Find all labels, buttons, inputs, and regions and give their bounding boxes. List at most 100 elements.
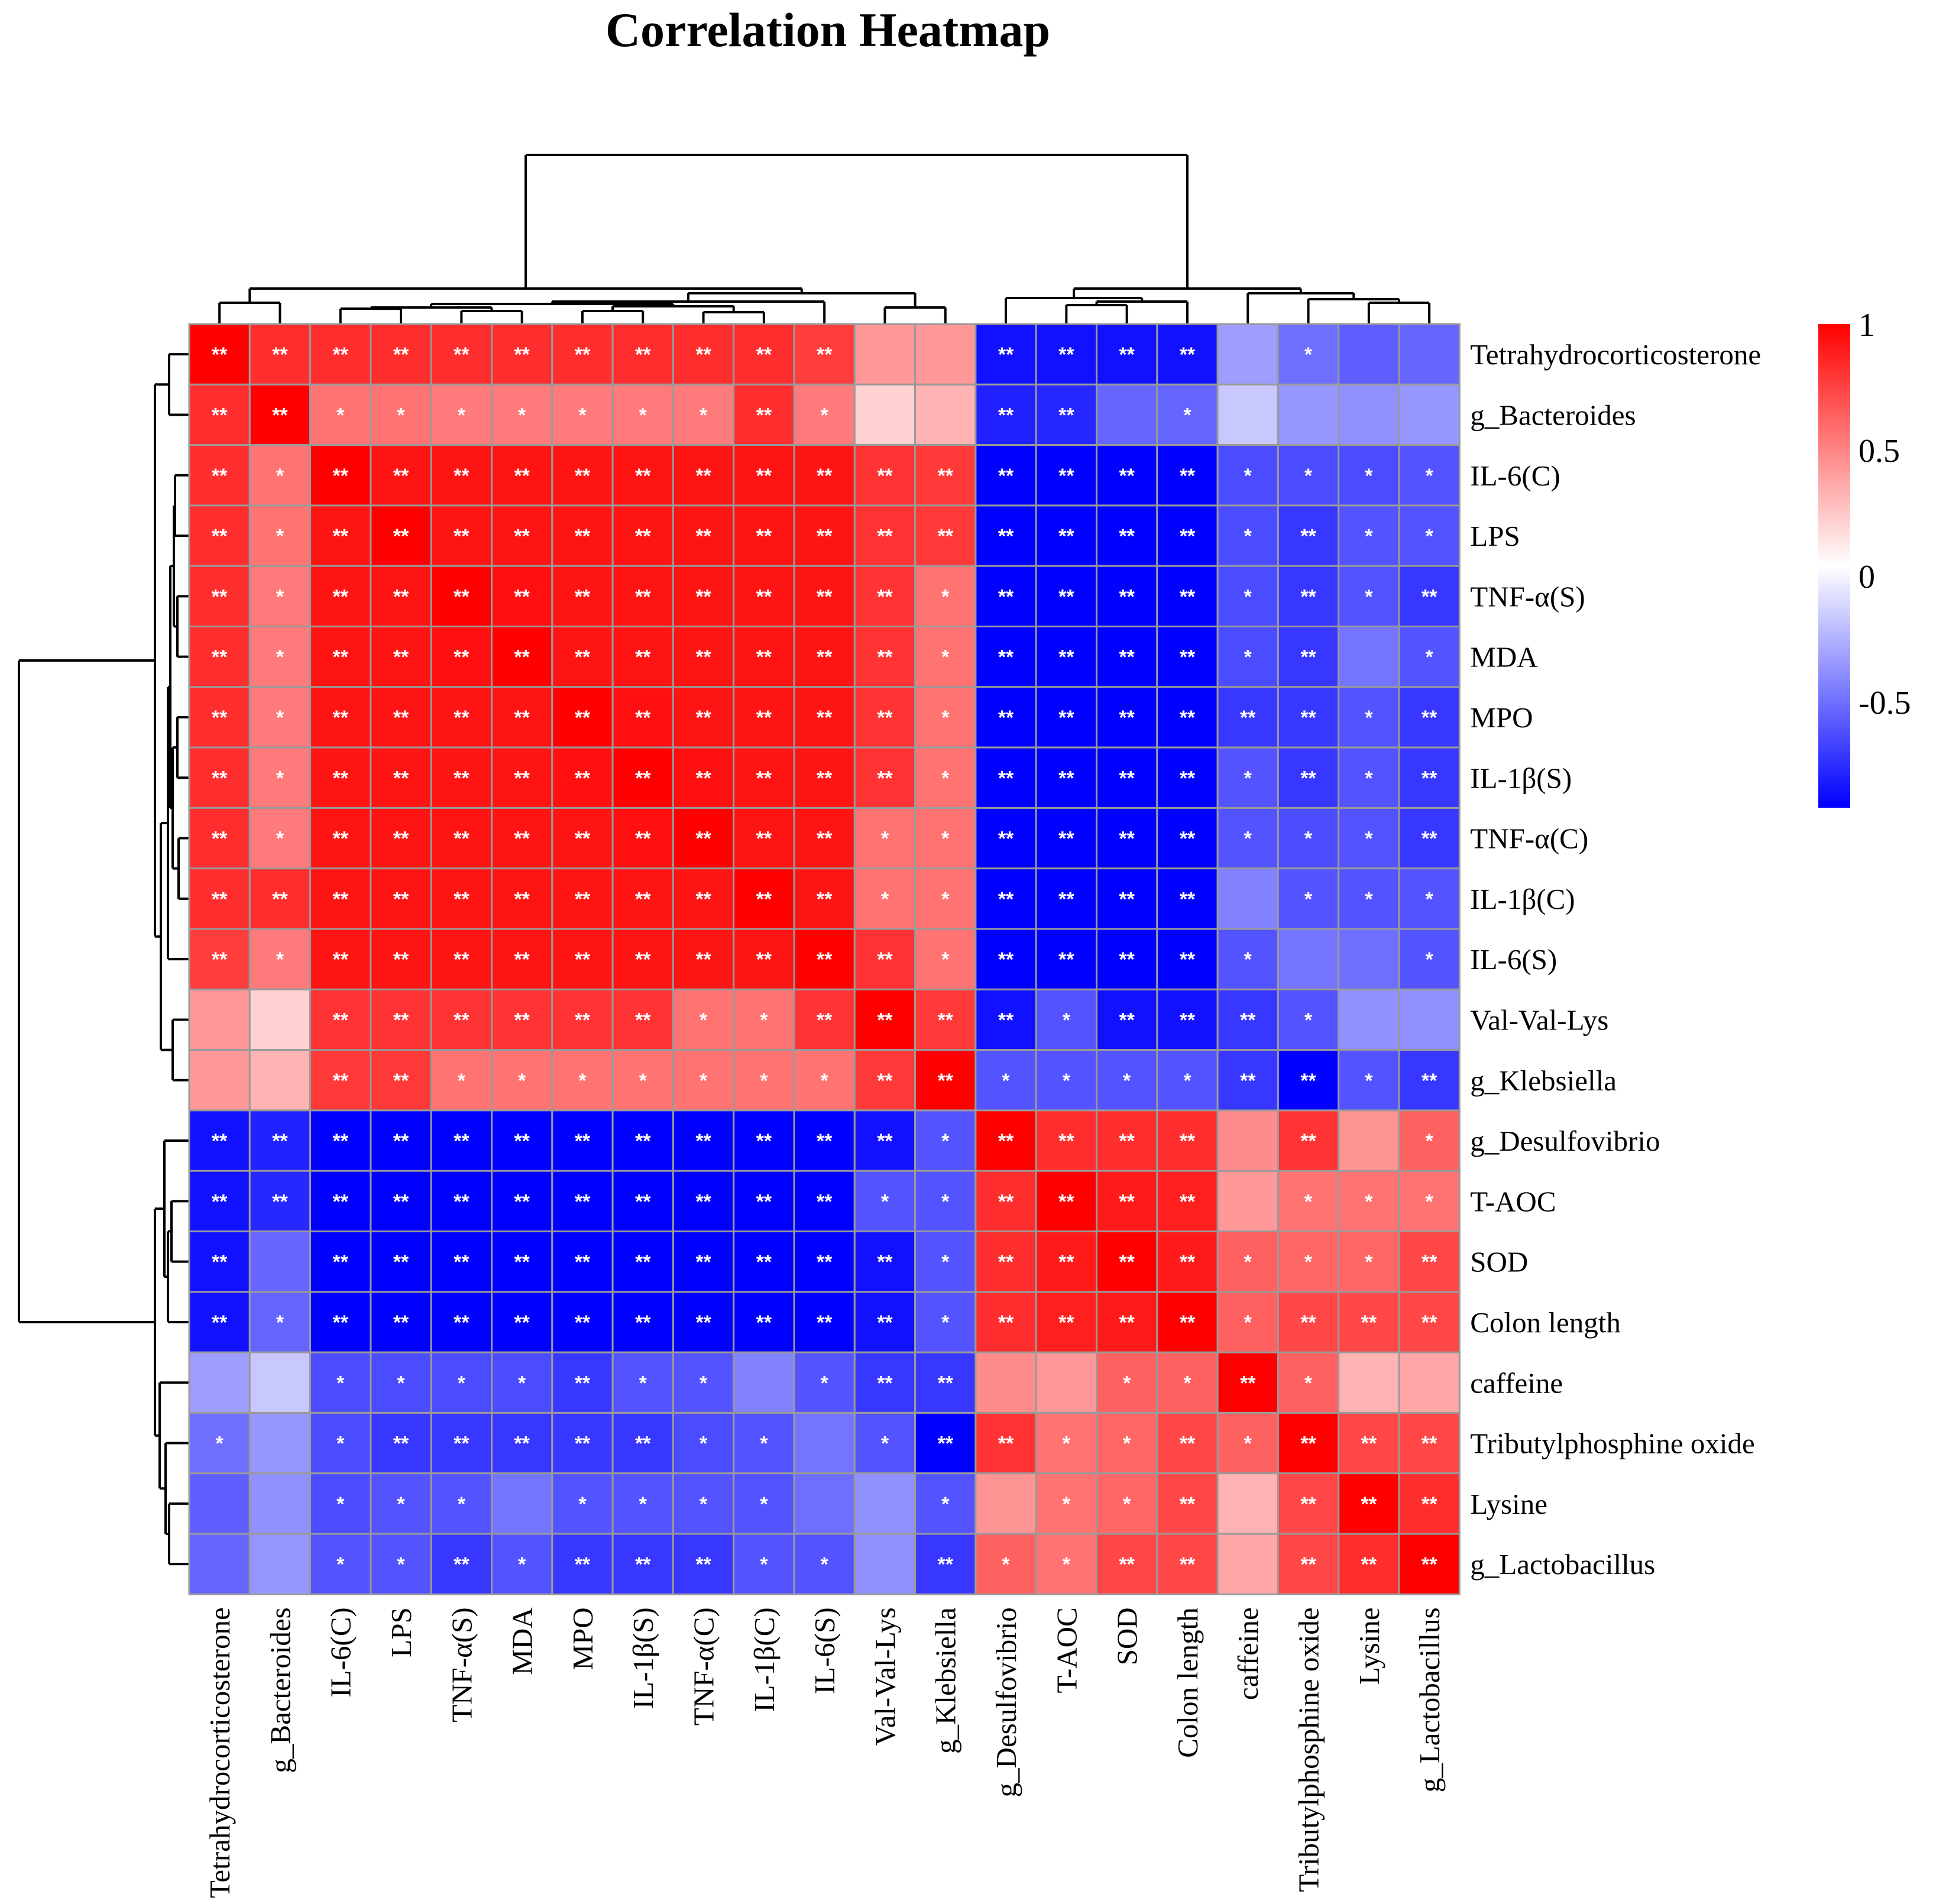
- significance-marker: **: [1119, 585, 1135, 608]
- heatmap-cell: [1096, 444, 1158, 507]
- significance-marker: **: [575, 525, 591, 548]
- heatmap-cell: [491, 746, 553, 809]
- column-label: MPO: [566, 1607, 599, 1670]
- significance-marker: **: [333, 948, 349, 971]
- heatmap-cell: [1338, 1291, 1400, 1353]
- significance-marker: **: [635, 646, 651, 669]
- heatmap-cell: [1398, 1170, 1461, 1232]
- heatmap-cell: [1156, 807, 1219, 870]
- heatmap-cell: [1277, 928, 1340, 990]
- significance-marker: *: [336, 1493, 345, 1516]
- heatmap-cell: [672, 1049, 735, 1112]
- heatmap-cell: [491, 444, 553, 507]
- heatmap-cell: [1338, 626, 1400, 688]
- significance-marker: **: [575, 344, 591, 366]
- significance-marker: *: [700, 1433, 708, 1455]
- heatmap-cell: [188, 626, 251, 688]
- heatmap-cell: [914, 1049, 977, 1112]
- significance-marker: *: [941, 1312, 950, 1334]
- significance-marker: *: [1304, 828, 1313, 850]
- significance-marker: **: [1300, 1493, 1316, 1516]
- significance-marker: **: [695, 646, 711, 669]
- significance-marker: **: [1180, 1493, 1196, 1516]
- significance-marker: **: [877, 948, 893, 971]
- heatmap-cell: [1156, 867, 1219, 930]
- significance-marker: **: [1240, 707, 1256, 729]
- significance-marker: **: [454, 585, 470, 608]
- column-label: g_Desulfovibrio: [990, 1607, 1022, 1797]
- significance-marker: *: [639, 1070, 647, 1092]
- heatmap-cell: [1338, 1109, 1400, 1172]
- significance-marker: *: [1365, 1070, 1373, 1092]
- significance-marker: **: [998, 888, 1014, 911]
- significance-marker: **: [514, 707, 530, 729]
- significance-marker: *: [276, 465, 284, 487]
- significance-marker: **: [695, 1312, 711, 1334]
- significance-marker: **: [514, 1312, 530, 1334]
- significance-marker: **: [333, 1070, 349, 1092]
- significance-marker: **: [1180, 1312, 1196, 1334]
- heatmap-cell: [1398, 1472, 1461, 1535]
- significance-marker: **: [1300, 646, 1316, 669]
- significance-marker: **: [877, 767, 893, 789]
- heatmap-cell: [1096, 565, 1158, 628]
- significance-marker: **: [635, 948, 651, 971]
- significance-marker: **: [514, 465, 530, 487]
- significance-marker: **: [575, 465, 591, 487]
- heatmap-cell: [491, 867, 553, 930]
- significance-marker: **: [1119, 646, 1135, 669]
- significance-marker: *: [276, 948, 284, 971]
- significance-marker: **: [514, 767, 530, 789]
- significance-marker: *: [216, 1433, 224, 1455]
- heatmap-cell: [309, 1109, 372, 1172]
- significance-marker: **: [1180, 585, 1196, 608]
- heatmap-cell: [430, 444, 493, 507]
- significance-marker: **: [514, 828, 530, 850]
- heatmap-cell: [1216, 323, 1279, 386]
- significance-marker: **: [695, 465, 711, 487]
- significance-marker: *: [941, 828, 950, 850]
- significance-marker: *: [881, 888, 889, 911]
- significance-marker: **: [212, 1251, 228, 1274]
- row-label: g_Desulfovibrio: [1470, 1125, 1660, 1157]
- significance-marker: *: [397, 404, 405, 426]
- significance-marker: *: [1426, 948, 1434, 971]
- significance-marker: **: [514, 948, 530, 971]
- significance-marker: **: [817, 707, 833, 729]
- heatmap-cell: [793, 1411, 856, 1475]
- significance-marker: *: [518, 404, 526, 426]
- heatmap-cell: [1398, 504, 1461, 567]
- significance-marker: *: [1365, 585, 1373, 608]
- significance-marker: **: [1119, 1190, 1135, 1213]
- significance-marker: **: [575, 585, 591, 608]
- heatmap-cell: [551, 626, 614, 688]
- significance-marker: **: [998, 1251, 1014, 1274]
- heatmap-cell: [1156, 1231, 1219, 1293]
- significance-marker: **: [695, 948, 711, 971]
- heatmap-cell: [793, 928, 856, 990]
- significance-marker: *: [1365, 465, 1373, 487]
- heatmap-cell: [551, 504, 614, 567]
- column-label: IL-1β(S): [627, 1607, 659, 1709]
- colorbar-tick-label: 1: [1858, 307, 1875, 344]
- significance-marker: **: [1300, 585, 1316, 608]
- significance-marker: *: [639, 1372, 647, 1394]
- heatmap-cell: [1035, 1170, 1097, 1232]
- significance-marker: *: [1244, 1251, 1252, 1274]
- significance-marker: *: [760, 1553, 768, 1576]
- significance-marker: **: [1180, 1433, 1196, 1455]
- significance-marker: **: [1119, 1251, 1135, 1274]
- heatmap-cell: [1216, 746, 1279, 809]
- significance-marker: **: [1119, 707, 1135, 729]
- significance-marker: **: [1058, 344, 1074, 366]
- significance-marker: **: [756, 1190, 772, 1213]
- significance-marker: **: [1058, 1251, 1074, 1274]
- significance-marker: **: [998, 1130, 1014, 1152]
- row-label: MDA: [1470, 641, 1538, 673]
- significance-marker: *: [458, 1372, 466, 1394]
- significance-marker: *: [821, 1070, 829, 1092]
- heatmap-cell: [974, 1411, 1037, 1475]
- significance-marker: *: [1426, 888, 1434, 911]
- significance-marker: *: [1063, 1493, 1071, 1516]
- significance-marker: **: [454, 1190, 470, 1213]
